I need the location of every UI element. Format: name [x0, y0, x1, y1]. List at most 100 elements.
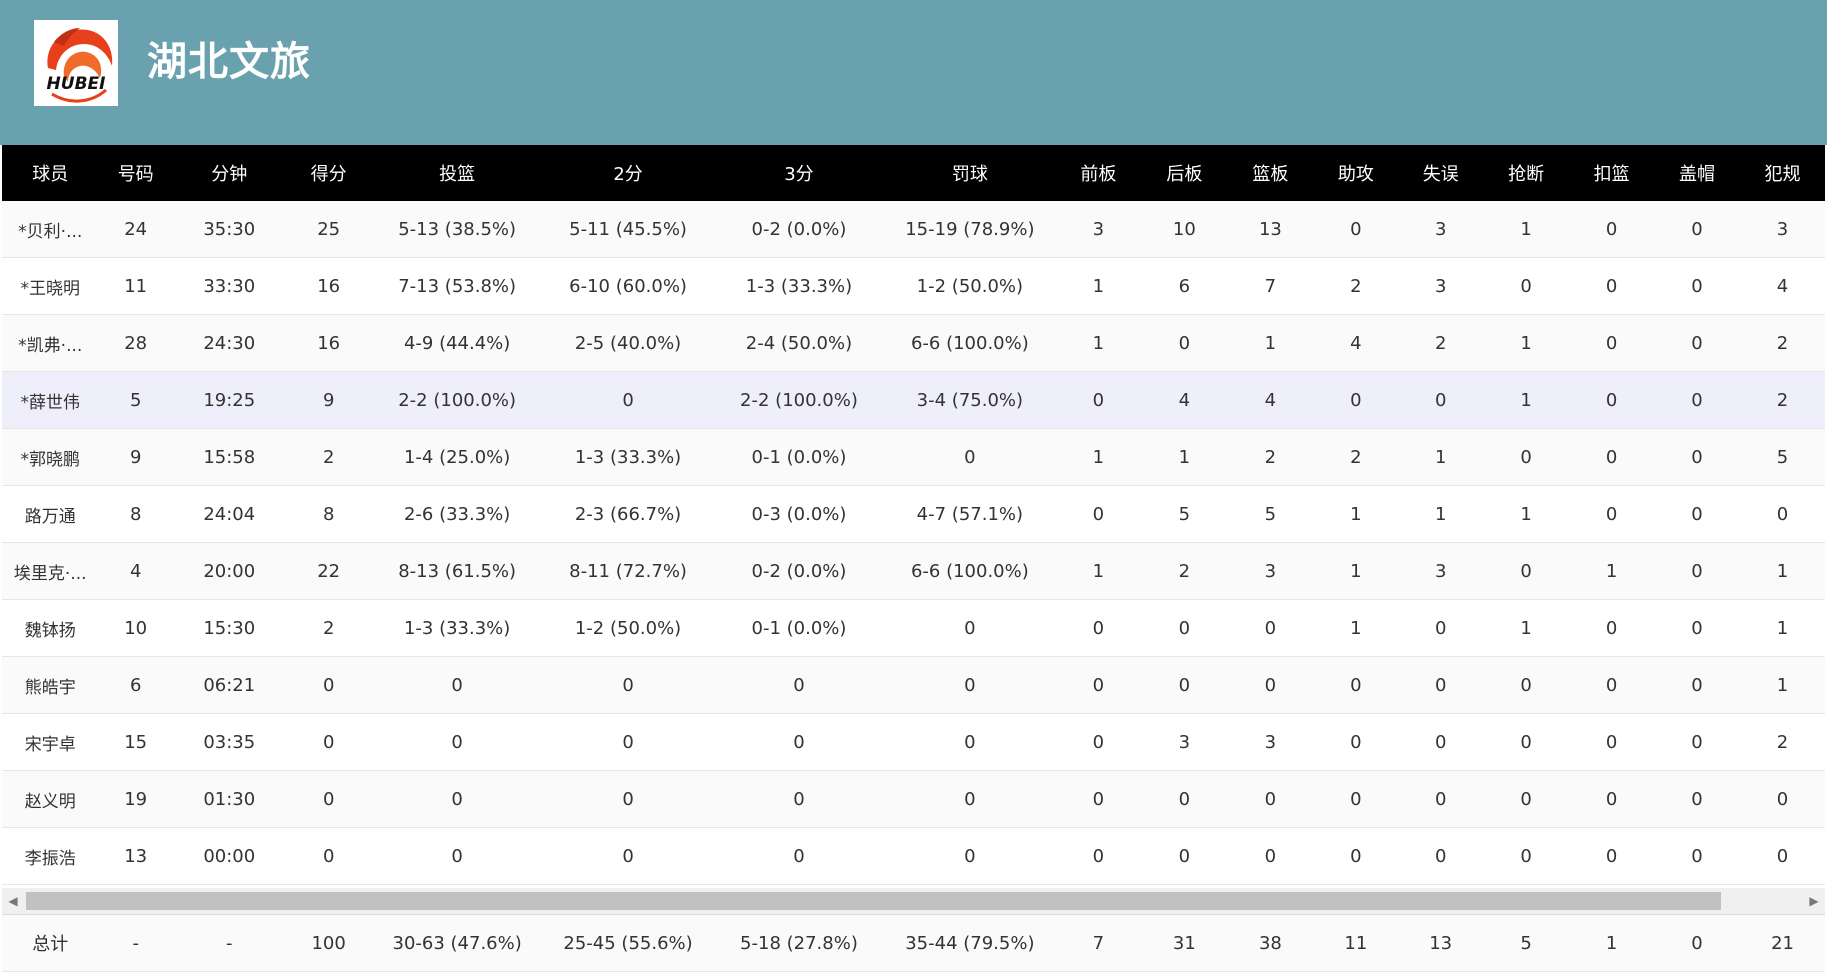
column-header-three-pt[interactable]: 3分	[713, 145, 885, 201]
cell-stl: 0	[1483, 542, 1570, 600]
player-row[interactable]: *郭晓鹏 9 15:58 2 1-4 (25.0%) 1-3 (33.3%) 0-1 (0.…	[2, 428, 1825, 486]
cell-fg: 1-3 (33.3%)	[371, 599, 543, 657]
scroll-left-arrow-icon[interactable]: ◀	[8, 894, 18, 908]
player-row[interactable]: *贝利·... 24 35:30 25 5-13 (38.5%) 5-11 (45.5%)…	[2, 201, 1825, 258]
column-header-dunk[interactable]: 扣篮	[1569, 145, 1655, 201]
horizontal-scrollbar[interactable]: ◀ ▶	[2, 888, 1825, 914]
cell-blk: 0	[1654, 428, 1741, 486]
cell-number: 13	[98, 827, 173, 885]
cell-three-pt: 0	[713, 770, 885, 828]
scroll-right-arrow-icon[interactable]: ▶	[1809, 894, 1819, 908]
cell-reb: 0	[1227, 599, 1314, 657]
column-header-reb[interactable]: 篮板	[1227, 145, 1314, 201]
total-ast: 11	[1313, 914, 1399, 972]
cell-minutes: 35:30	[172, 201, 286, 258]
column-header-points[interactable]: 得分	[285, 145, 372, 201]
player-row[interactable]: 埃里克·... 4 20:00 22 8-13 (61.5%) 8-11 (72.7%) 0…	[2, 542, 1825, 600]
column-header-foul[interactable]: 犯规	[1740, 145, 1825, 201]
cell-dreb: 0	[1141, 314, 1228, 372]
cell-two-pt: 5-11 (45.5%)	[542, 201, 714, 258]
column-header-player[interactable]: 球员	[2, 145, 99, 201]
column-header-ast[interactable]: 助攻	[1313, 145, 1399, 201]
column-header-minutes[interactable]: 分钟	[172, 145, 286, 201]
cell-number: 4	[98, 542, 173, 600]
cell-ft: 0	[884, 770, 1056, 828]
player-row[interactable]: 魏钵扬 10 15:30 2 1-3 (33.3%) 1-2 (50.0%) 0-1 (0.…	[2, 599, 1825, 657]
cell-oreb: 1	[1055, 428, 1142, 486]
column-header-dreb[interactable]: 后板	[1141, 145, 1228, 201]
cell-foul: 3	[1740, 201, 1825, 258]
cell-ast: 0	[1313, 713, 1399, 771]
cell-two-pt: 6-10 (60.0%)	[542, 257, 714, 315]
cell-player[interactable]: 路万通	[2, 485, 99, 543]
cell-player[interactable]: 李振浩	[2, 827, 99, 885]
column-header-stl[interactable]: 抢断	[1483, 145, 1570, 201]
cell-ft: 0	[884, 656, 1056, 714]
cell-three-pt: 2-2 (100.0%)	[713, 371, 885, 429]
player-row[interactable]: 赵义明 19 01:30 0 0 0 0 0 0 0 0 0 0 0 0 0 0	[2, 770, 1825, 828]
column-header-number[interactable]: 号码	[98, 145, 173, 201]
scrollbar-thumb[interactable]	[26, 892, 1721, 910]
cell-ast: 0	[1313, 770, 1399, 828]
player-row[interactable]: 宋宇卓 15 03:35 0 0 0 0 0 0 3 3 0 0 0 0 0 2	[2, 713, 1825, 771]
cell-minutes: 24:04	[172, 485, 286, 543]
cell-minutes: 24:30	[172, 314, 286, 372]
player-row[interactable]: 李振浩 13 00:00 0 0 0 0 0 0 0 0 0 0 0 0 0 0	[2, 827, 1825, 885]
cell-two-pt: 1-2 (50.0%)	[542, 599, 714, 657]
column-header-tov[interactable]: 失误	[1398, 145, 1484, 201]
player-row[interactable]: *薛世伟 5 19:25 9 2-2 (100.0%) 0 2-2 (100.0%) 3-4 …	[2, 371, 1825, 429]
total-player: 总计	[2, 914, 99, 972]
player-row[interactable]: 路万通 8 24:04 8 2-6 (33.3%) 2-3 (66.7%) 0-3 (0.0…	[2, 485, 1825, 543]
total-reb: 38	[1227, 914, 1314, 972]
cell-number: 8	[98, 485, 173, 543]
cell-fg: 8-13 (61.5%)	[371, 542, 543, 600]
cell-points: 0	[285, 713, 372, 771]
cell-points: 2	[285, 428, 372, 486]
cell-stl: 0	[1483, 257, 1570, 315]
cell-points: 2	[285, 599, 372, 657]
cell-reb: 0	[1227, 827, 1314, 885]
cell-points: 9	[285, 371, 372, 429]
total-two-pt: 25-45 (55.6%)	[542, 914, 714, 972]
cell-dunk: 0	[1569, 485, 1655, 543]
cell-player[interactable]: 熊皓宇	[2, 656, 99, 714]
player-row[interactable]: *王晓明 11 33:30 16 7-13 (53.8%) 6-10 (60.0%) 1-3…	[2, 257, 1825, 315]
cell-dreb: 5	[1141, 485, 1228, 543]
cell-two-pt: 0	[542, 371, 714, 429]
cell-player[interactable]: *郭晓鹏	[2, 428, 99, 486]
cell-three-pt: 0-2 (0.0%)	[713, 542, 885, 600]
cell-dreb: 3	[1141, 713, 1228, 771]
cell-stl: 0	[1483, 770, 1570, 828]
player-row[interactable]: *凯弗·... 28 24:30 16 4-9 (44.4%) 2-5 (40.0%) 2-…	[2, 314, 1825, 372]
column-header-two-pt[interactable]: 2分	[542, 145, 714, 201]
column-header-blk[interactable]: 盖帽	[1654, 145, 1741, 201]
hubei-logo-icon: HUBEI	[47, 28, 113, 103]
cell-player[interactable]: 宋宇卓	[2, 713, 99, 771]
column-header-fg[interactable]: 投篮	[371, 145, 543, 201]
cell-dreb: 0	[1141, 827, 1228, 885]
cell-ast: 0	[1313, 201, 1399, 258]
cell-player[interactable]: *王晓明	[2, 257, 99, 315]
cell-player[interactable]: 赵义明	[2, 770, 99, 828]
cell-reb: 5	[1227, 485, 1314, 543]
total-points: 100	[285, 914, 372, 972]
column-header-ft[interactable]: 罚球	[884, 145, 1056, 201]
cell-player[interactable]: *贝利·...	[2, 201, 99, 258]
cell-dunk: 1	[1569, 542, 1655, 600]
cell-reb: 0	[1227, 656, 1314, 714]
total-dunk: 1	[1569, 914, 1655, 972]
team-header: HUBEI 湖北文旅	[0, 0, 1827, 145]
cell-dreb: 2	[1141, 542, 1228, 600]
cell-player[interactable]: *凯弗·...	[2, 314, 99, 372]
cell-ast: 4	[1313, 314, 1399, 372]
cell-player[interactable]: 埃里克·...	[2, 542, 99, 600]
cell-player[interactable]: *薛世伟	[2, 371, 99, 429]
cell-player[interactable]: 魏钵扬	[2, 599, 99, 657]
cell-three-pt: 0	[713, 827, 885, 885]
column-header-oreb[interactable]: 前板	[1055, 145, 1142, 201]
cell-fg: 4-9 (44.4%)	[371, 314, 543, 372]
player-row[interactable]: 熊皓宇 6 06:21 0 0 0 0 0 0 0 0 0 0 0 0 0 1	[2, 656, 1825, 714]
cell-two-pt: 0	[542, 656, 714, 714]
cell-two-pt: 0	[542, 770, 714, 828]
cell-points: 25	[285, 201, 372, 258]
